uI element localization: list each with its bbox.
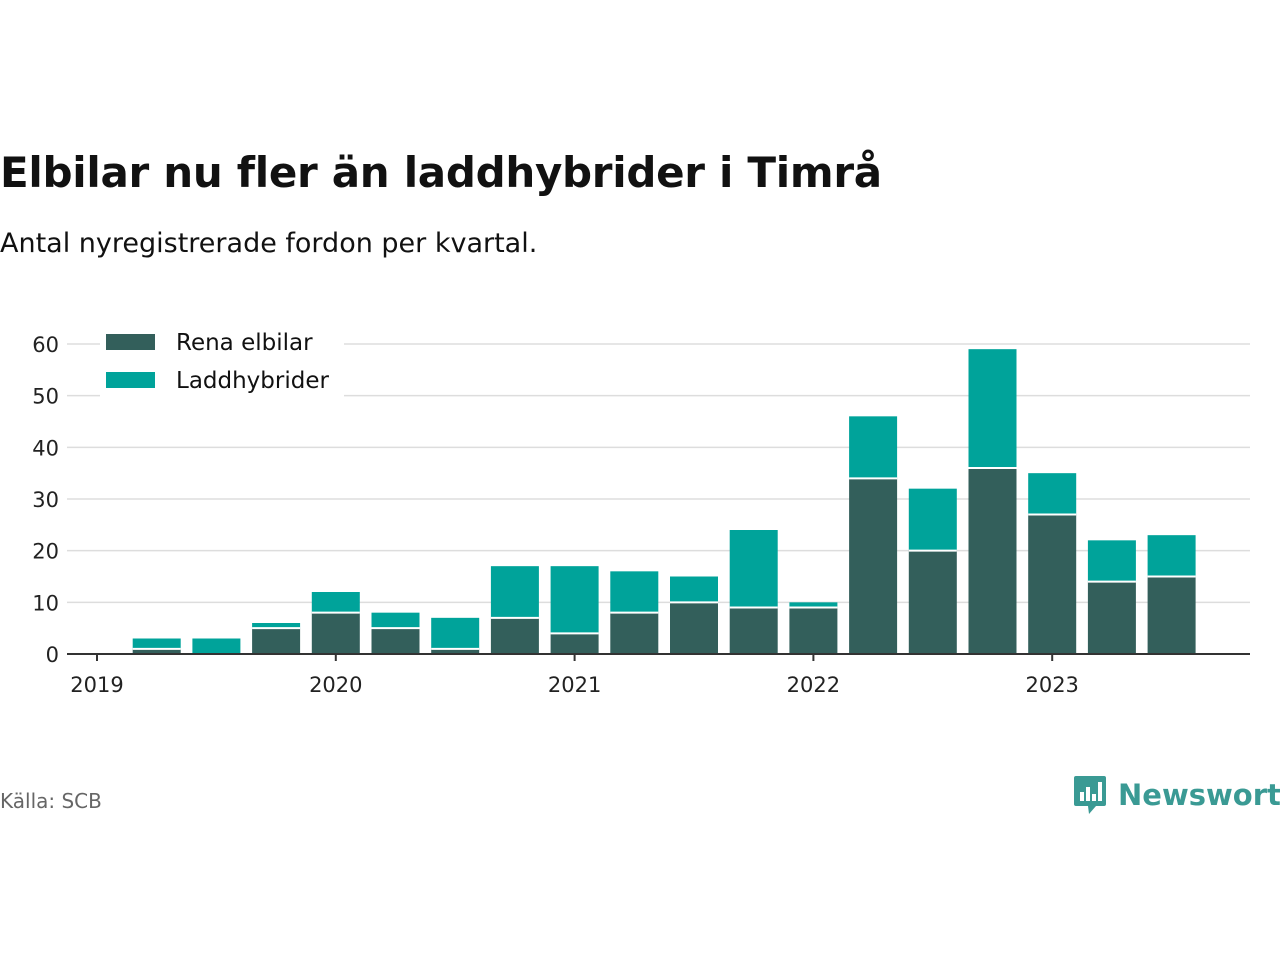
y-tick-label-50: 50 xyxy=(32,385,59,409)
chart-title: Elbilar nu fler än laddhybrider i Timrå xyxy=(0,148,882,197)
x-tick-label-2022: 2022 xyxy=(787,673,840,697)
x-tick-label-2020: 2020 xyxy=(309,673,362,697)
bar-laddhybrider-2019-q2 xyxy=(132,638,181,649)
legend-swatch-laddhybrider xyxy=(106,372,155,388)
chart-subtitle: Antal nyregistrerade fordon per kvartal. xyxy=(0,228,538,259)
bar-rena-elbilar-2021-q1 xyxy=(550,633,599,654)
bar-laddhybrider-2023-q2 xyxy=(1087,540,1136,582)
y-tick-label-60: 60 xyxy=(32,333,59,357)
brand-name: Newsworthy xyxy=(1118,778,1280,812)
bar-rena-elbilar-2023-q2 xyxy=(1087,581,1136,654)
bar-rena-elbilar-2023-q3 xyxy=(1147,576,1196,654)
y-tick-label-30: 30 xyxy=(32,488,59,512)
bar-laddhybrider-2021-q4 xyxy=(729,530,778,608)
legend-swatch-rena-elbilar xyxy=(106,334,155,350)
bar-rena-elbilar-2021-q4 xyxy=(729,607,778,654)
source-note: Källa: SCB xyxy=(0,789,102,813)
bar-laddhybrider-2019-q4 xyxy=(252,623,301,629)
bar-rena-elbilar-2023-q1 xyxy=(1028,514,1077,654)
legend-label-laddhybrider: Laddhybrider xyxy=(176,368,329,394)
bar-laddhybrider-2023-q1 xyxy=(1028,473,1077,515)
y-tick-label-40: 40 xyxy=(32,436,59,460)
bar-laddhybrider-2021-q1 xyxy=(550,566,599,634)
bar-laddhybrider-2020-q3 xyxy=(431,617,480,649)
bar-laddhybrider-2020-q2 xyxy=(371,612,420,629)
bar-laddhybrider-2021-q3 xyxy=(670,576,718,603)
legend-label-rena-elbilar: Rena elbilar xyxy=(176,330,313,356)
bar-rena-elbilar-2019-q2 xyxy=(132,648,181,654)
bar-rena-elbilar-2022-q2 xyxy=(849,478,898,654)
x-tick-label-2019: 2019 xyxy=(70,673,123,697)
y-tick-label-10: 10 xyxy=(32,591,59,615)
bar-laddhybrider-2023-q3 xyxy=(1147,535,1196,577)
bar-rena-elbilar-2021-q3 xyxy=(670,602,718,654)
newsworthy-logo: Newsworthy xyxy=(1072,774,1280,816)
stacked-bar-chart: 0 10 20 30 40 50 60 2019 2020 2021 2022 2023 Rena … xyxy=(32,326,1250,697)
y-axis-ticks: 0 10 20 30 40 50 60 xyxy=(32,333,59,667)
bar-rena-elbilar-2020-q2 xyxy=(371,628,420,654)
bar-rena-elbilar-2020-q1 xyxy=(311,612,360,654)
bar-laddhybrider-2022-q3 xyxy=(908,488,957,551)
y-tick-label-20: 20 xyxy=(32,540,59,564)
bar-laddhybrider-2021-q2 xyxy=(610,571,659,613)
bar-laddhybrider-2020-q4 xyxy=(490,566,539,618)
bar-rena-elbilar-2020-q4 xyxy=(490,617,539,654)
bars xyxy=(132,349,1196,654)
legend: Rena elbilar Laddhybrider xyxy=(100,326,344,398)
bar-rena-elbilar-2019-q4 xyxy=(252,628,301,654)
bar-laddhybrider-2019-q3 xyxy=(192,638,241,654)
bar-laddhybrider-2022-q1 xyxy=(789,602,838,608)
x-axis: 2019 2020 2021 2022 2023 xyxy=(67,653,1250,697)
x-tick-label-2021: 2021 xyxy=(548,673,601,697)
bar-rena-elbilar-2021-q2 xyxy=(610,612,659,654)
bar-laddhybrider-2022-q2 xyxy=(849,416,898,479)
x-tick-label-2023: 2023 xyxy=(1025,673,1078,697)
bar-rena-elbilar-2020-q3 xyxy=(431,648,480,654)
bar-rena-elbilar-2022-q4 xyxy=(968,468,1017,654)
bar-laddhybrider-2022-q4 xyxy=(968,349,1017,468)
bar-rena-elbilar-2022-q3 xyxy=(908,550,957,654)
bar-rena-elbilar-2022-q1 xyxy=(789,607,838,654)
y-tick-label-0: 0 xyxy=(46,643,59,667)
newsworthy-chart-icon xyxy=(1074,776,1106,814)
bar-laddhybrider-2020-q1 xyxy=(311,592,360,613)
